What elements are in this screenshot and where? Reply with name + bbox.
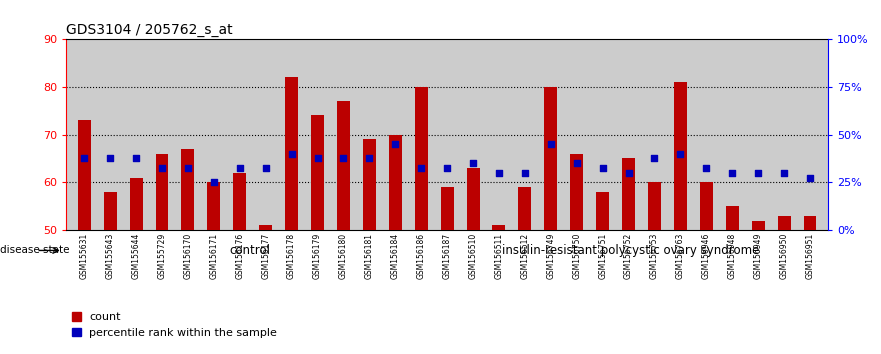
Point: [596, 165, 610, 171]
Bar: [803, 216, 817, 230]
Point: [570, 160, 584, 166]
Point: [621, 170, 635, 176]
Point: [777, 170, 791, 176]
Point: [181, 165, 195, 171]
Bar: [700, 182, 713, 230]
Point: [803, 175, 817, 181]
Bar: [570, 154, 583, 230]
Bar: [207, 182, 220, 230]
Point: [725, 170, 739, 176]
Point: [492, 170, 506, 176]
Point: [414, 165, 428, 171]
Point: [362, 156, 376, 161]
Point: [440, 165, 455, 171]
Bar: [751, 221, 765, 230]
Point: [673, 151, 687, 156]
Point: [285, 151, 299, 156]
Point: [103, 156, 117, 161]
Text: control: control: [230, 244, 270, 257]
Bar: [389, 135, 402, 230]
Point: [129, 156, 143, 161]
Point: [155, 165, 169, 171]
Bar: [596, 192, 609, 230]
Bar: [285, 77, 298, 230]
Point: [518, 170, 532, 176]
Bar: [440, 187, 454, 230]
Bar: [311, 115, 324, 230]
Bar: [622, 159, 635, 230]
Point: [751, 170, 766, 176]
Bar: [492, 225, 506, 230]
Bar: [778, 216, 790, 230]
Point: [233, 165, 247, 171]
Bar: [259, 225, 272, 230]
Text: insulin-resistant polycystic ovary syndrome: insulin-resistant polycystic ovary syndr…: [502, 244, 759, 257]
Bar: [156, 154, 168, 230]
Bar: [130, 178, 143, 230]
Bar: [415, 87, 427, 230]
Text: disease state: disease state: [0, 245, 70, 256]
Text: GDS3104 / 205762_s_at: GDS3104 / 205762_s_at: [66, 23, 233, 36]
Legend: count, percentile rank within the sample: count, percentile rank within the sample: [71, 312, 278, 338]
Bar: [363, 139, 376, 230]
Point: [389, 141, 403, 147]
Point: [310, 156, 324, 161]
Bar: [78, 120, 91, 230]
Bar: [648, 182, 661, 230]
Point: [648, 156, 662, 161]
Point: [207, 179, 221, 185]
Bar: [467, 168, 479, 230]
Bar: [544, 87, 558, 230]
Point: [78, 156, 92, 161]
Bar: [674, 82, 687, 230]
Bar: [337, 101, 350, 230]
Bar: [726, 206, 738, 230]
Point: [544, 141, 558, 147]
Point: [259, 165, 273, 171]
Bar: [181, 149, 195, 230]
Bar: [233, 173, 246, 230]
Point: [466, 160, 480, 166]
Point: [337, 156, 351, 161]
Bar: [104, 192, 116, 230]
Bar: [518, 187, 531, 230]
Point: [700, 165, 714, 171]
